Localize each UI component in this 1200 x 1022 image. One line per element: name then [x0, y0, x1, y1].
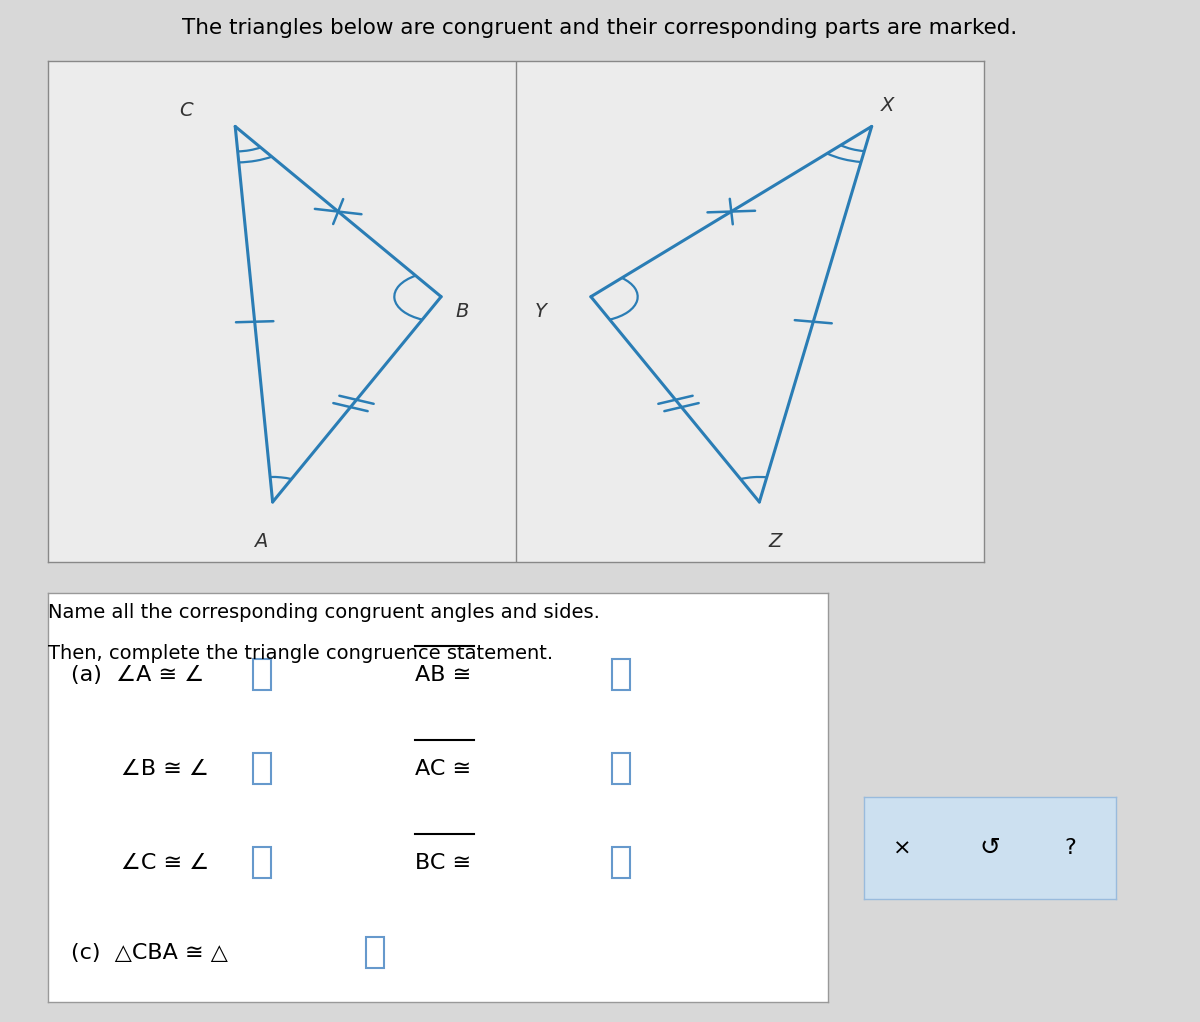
Text: (a)  ∠A ≅ ∠: (a) ∠A ≅ ∠ [72, 664, 205, 685]
Text: BC ≅: BC ≅ [415, 852, 470, 873]
Text: Y: Y [535, 301, 546, 321]
Text: C: C [179, 101, 193, 121]
Text: (c)  △CBA ≅ △: (c) △CBA ≅ △ [72, 942, 228, 963]
Text: ↺: ↺ [979, 836, 1001, 861]
Text: Name all the corresponding congruent angles and sides.: Name all the corresponding congruent ang… [48, 603, 600, 622]
Text: Then, complete the triangle congruence statement.: Then, complete the triangle congruence s… [48, 644, 553, 663]
Text: A: A [254, 532, 268, 551]
Text: ×: × [893, 838, 911, 858]
Text: X: X [881, 96, 894, 115]
Text: AC ≅: AC ≅ [415, 758, 470, 779]
Text: Z: Z [769, 532, 782, 551]
Text: ∠B ≅ ∠: ∠B ≅ ∠ [72, 758, 210, 779]
Text: The triangles below are congruent and their corresponding parts are marked.: The triangles below are congruent and th… [182, 18, 1018, 39]
Text: AB ≅: AB ≅ [415, 664, 470, 685]
Text: B: B [455, 301, 468, 321]
Text: ?: ? [1064, 838, 1076, 858]
Text: ∠C ≅ ∠: ∠C ≅ ∠ [72, 852, 210, 873]
